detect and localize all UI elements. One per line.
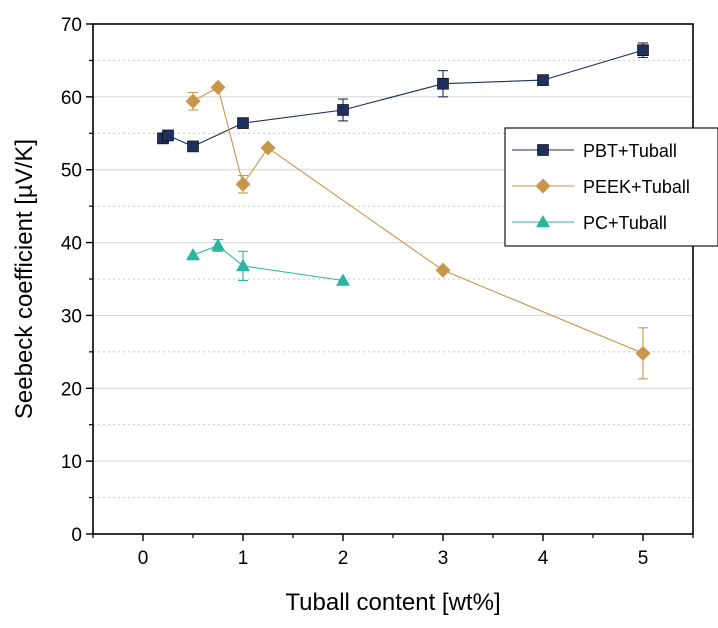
y-tick-label: 50 xyxy=(61,161,82,182)
legend: PBT+Tuball PEEK+Tuball PC+Tuball xyxy=(504,127,718,247)
legend-label: PBT+Tuball xyxy=(583,141,677,161)
x-tick-label: 3 xyxy=(438,548,449,569)
x-tick-label: 2 xyxy=(338,548,349,569)
data-point xyxy=(336,273,350,286)
x-axis-title: Tuball content [wt%] xyxy=(285,589,500,616)
data-point xyxy=(211,238,225,251)
data-point xyxy=(437,77,449,90)
legend-marker xyxy=(535,178,551,194)
series-triangle xyxy=(186,238,350,286)
y-tick-label: 0 xyxy=(71,525,82,546)
y-tick-label: 70 xyxy=(61,15,82,36)
data-point xyxy=(337,104,349,116)
legend-label: PEEK+Tuball xyxy=(583,177,690,197)
y-tick-label: 40 xyxy=(61,234,82,255)
data-point xyxy=(235,176,251,192)
y-tick-label: 10 xyxy=(61,452,82,473)
y-tick-label: 30 xyxy=(61,306,82,327)
y-tick-label: 60 xyxy=(61,88,82,109)
series-line xyxy=(192,244,344,282)
legend-marker xyxy=(536,215,550,228)
x-tick-label: 1 xyxy=(238,548,249,569)
y-axis-title: Seebeck coefficient [µV/K] xyxy=(11,139,38,419)
x-tick-label: 0 xyxy=(138,548,149,569)
x-tick-label: 5 xyxy=(638,548,649,569)
data-point xyxy=(186,247,200,261)
x-tick-label: 4 xyxy=(538,548,549,569)
data-point xyxy=(435,262,451,278)
data-point xyxy=(260,140,276,156)
data-point xyxy=(637,44,649,57)
grid-lines xyxy=(93,59,693,499)
series-square xyxy=(157,42,649,153)
data-point xyxy=(162,129,174,142)
data-point xyxy=(187,140,199,153)
data-point xyxy=(635,345,651,361)
data-point xyxy=(236,258,250,272)
axis-ticks: 0 10 20 30 40 50 60 70 0 1 2 3 4 5 xyxy=(61,15,694,569)
data-point xyxy=(185,93,201,109)
data-point xyxy=(237,117,249,129)
data-point xyxy=(210,79,226,95)
y-tick-label: 20 xyxy=(61,379,82,400)
legend-marker xyxy=(537,144,549,156)
data-series xyxy=(157,42,651,380)
legend-label: PC+Tuball xyxy=(583,213,667,233)
data-point xyxy=(537,74,549,86)
series-diamond xyxy=(185,79,651,380)
